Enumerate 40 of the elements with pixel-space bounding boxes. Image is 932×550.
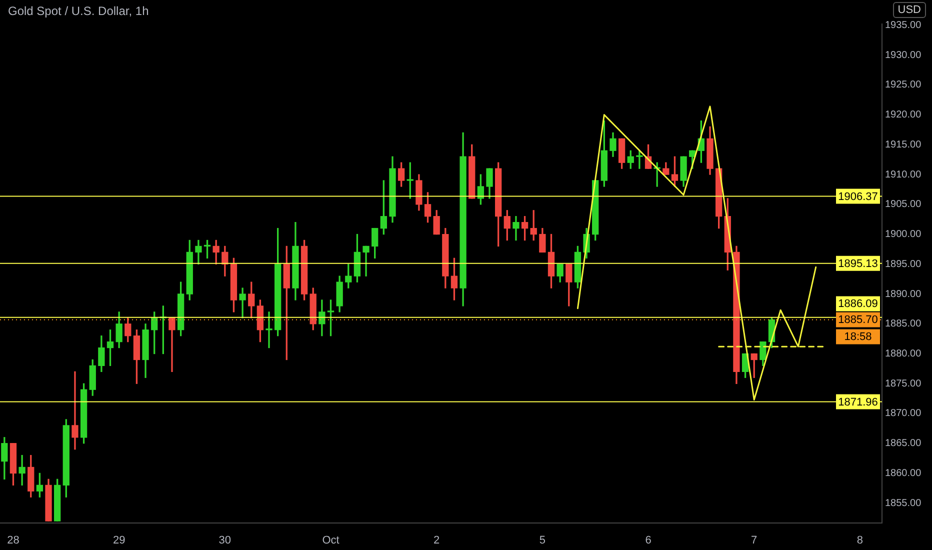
candlestick [72, 371, 78, 450]
y-tick-label: 1885.00 [885, 318, 922, 330]
x-tick-label: Oct [322, 534, 340, 546]
ref-line-label: 1885.70 [838, 314, 878, 326]
x-tick-label: 6 [645, 534, 652, 546]
y-axis-title: USD [892, 2, 926, 18]
y-tick-label: 1860.00 [885, 468, 922, 479]
x-tick-label: 2 [434, 534, 440, 546]
y-tick-label: 1865.00 [885, 438, 922, 450]
y-tick-label: 1855.00 [885, 498, 922, 509]
y-tick-label: 1935.00 [885, 20, 922, 31]
y-tick-label: 1870.00 [885, 408, 922, 420]
y-tick-label: 1875.00 [885, 378, 922, 390]
ref-line-label: 1895.13 [838, 258, 878, 270]
y-tick-label: 1910.00 [885, 169, 922, 180]
y-tick-label: 1920.00 [885, 110, 922, 121]
ref-line-label: 1906.37 [838, 190, 878, 203]
candlestick [18, 454, 26, 486]
x-tick-label: 29 [112, 534, 126, 546]
y-tick-label: 1925.00 [885, 80, 922, 91]
candlestick [168, 318, 176, 372]
ref-line-label: 1886.09 [838, 298, 878, 310]
y-tick-label: 1905.00 [885, 199, 922, 210]
candlestick [266, 312, 272, 348]
x-tick-label: 7 [751, 534, 758, 546]
y-tick-label: 1930.00 [885, 50, 922, 61]
x-tick-label: 30 [218, 534, 232, 546]
y-tick-label: 1880.00 [885, 348, 922, 360]
chart-title: Gold Spot / U.S. Dollar, 1h [8, 4, 149, 18]
y-tick-label: 1890.00 [885, 288, 922, 300]
y-tick-label: 1895.00 [885, 258, 922, 270]
y-tick-label: 1915.00 [885, 139, 922, 150]
candlestick [362, 246, 370, 276]
x-tick-label: 28 [7, 534, 20, 546]
x-tick-label: 8 [856, 534, 864, 546]
ref-line-label: 1871.96 [838, 396, 878, 408]
candlestick [636, 150, 643, 169]
y-tick-label: 1900.00 [885, 229, 922, 240]
annotation: 18:58 [844, 331, 872, 344]
x-tick-label: 5 [539, 534, 546, 546]
